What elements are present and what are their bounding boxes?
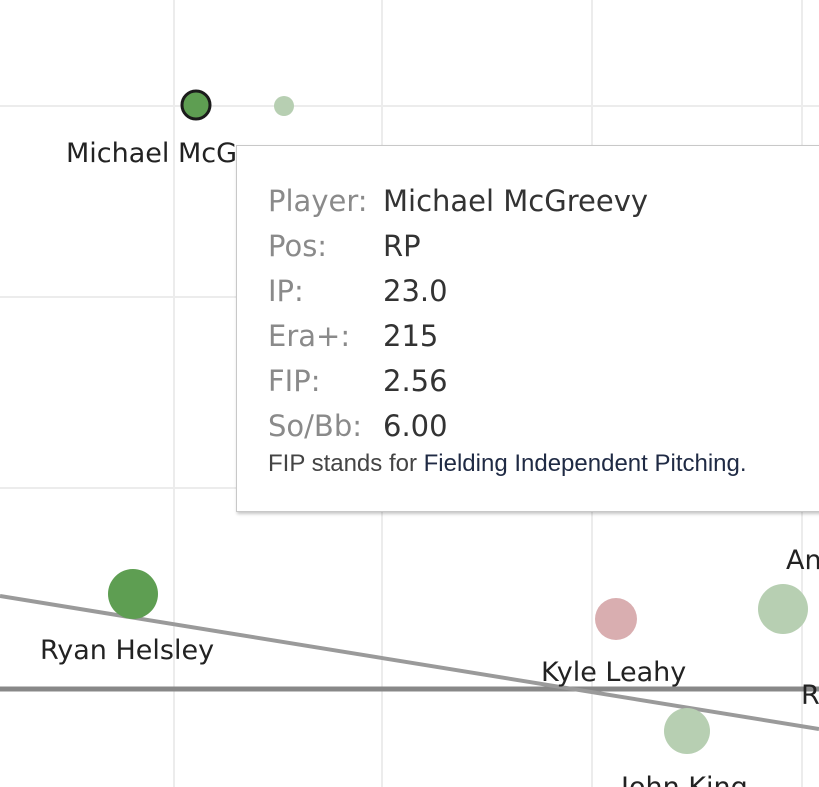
tooltip: Player: Michael McGreevy Pos: RP IP: 23.…: [236, 145, 819, 512]
tooltip-label: Era+:: [268, 319, 351, 353]
tooltip-value: RP: [383, 229, 421, 263]
tooltip-label: IP:: [268, 274, 304, 308]
point-michael-mcgreevy[interactable]: [180, 89, 212, 121]
tooltip-value: 6.00: [383, 409, 448, 443]
tooltip-note-prefix: FIP stands for: [268, 450, 424, 477]
point-point-1[interactable]: [274, 96, 294, 116]
tooltip-label: So/Bb:: [268, 409, 362, 443]
tooltip-label: Player:: [268, 184, 368, 218]
tooltip-value: 23.0: [383, 274, 448, 308]
point-label-an: An: [786, 545, 819, 576]
tooltip-value: Michael McGreevy: [383, 184, 649, 218]
tooltip-label: Pos:: [268, 229, 328, 263]
data-points: Michael McG Ryan Helsley Kyle Leahy An John …: [40, 89, 819, 787]
tooltip-note: FIP stands for Fielding Independent Pitc…: [268, 450, 747, 478]
tooltip-value: 2.56: [383, 364, 448, 398]
tooltip-note-term: Fielding Independent Pitching.: [423, 450, 747, 477]
tooltip-label: FIP:: [268, 364, 321, 398]
point-ryan-helsley[interactable]: [108, 569, 158, 619]
point-label-michael-mcgreevy: Michael McG: [66, 138, 237, 169]
point-john-king[interactable]: [664, 708, 710, 754]
point-label-kyle-leahy: Kyle Leahy: [541, 657, 686, 688]
point-label-r: R: [801, 680, 819, 711]
point-kyle-leahy[interactable]: [595, 598, 637, 640]
point-label-ryan-helsley: Ryan Helsley: [40, 635, 214, 666]
point-label-john-king: John King: [619, 772, 748, 787]
point-an[interactable]: [758, 584, 808, 634]
tooltip-value: 215: [383, 319, 439, 353]
